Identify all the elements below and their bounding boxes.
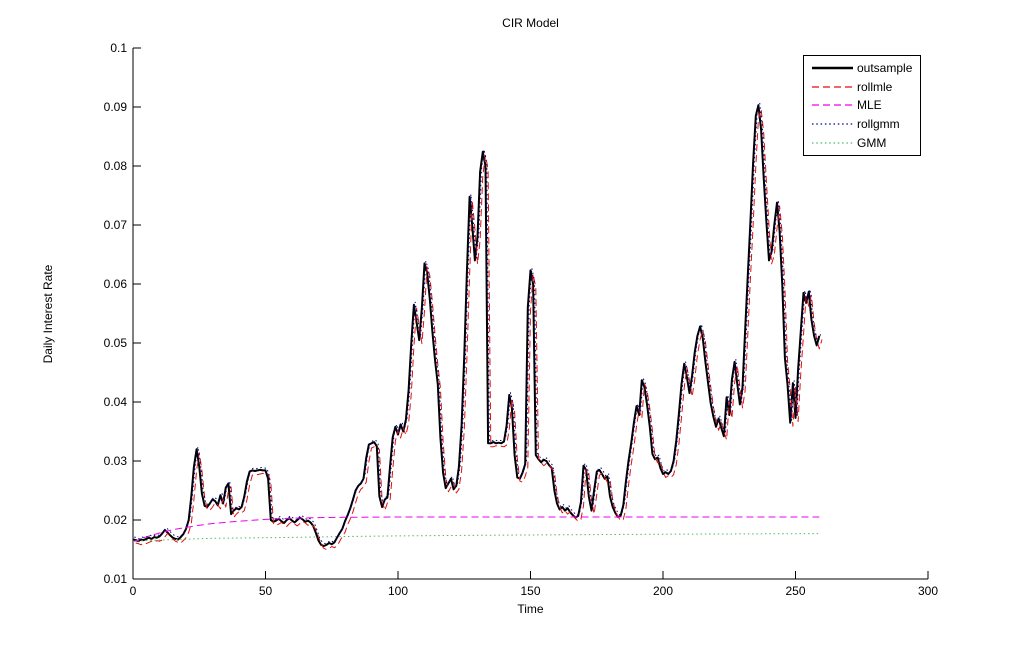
x-tick-label: 200 [653,584,673,598]
y-tick-label: 0.02 [104,513,128,527]
y-tick-label: 0.05 [104,336,128,350]
series-rollgmm-line [134,102,822,545]
legend-line-sample-outsample [812,67,853,70]
series-GMM-line [132,533,820,542]
legend-label-rollgmm: rollgmm [857,117,900,132]
x-tick-label: 100 [388,584,408,598]
x-tick-label: 50 [259,584,273,598]
legend-item-outsample: outsample [811,59,920,77]
series-MLE-line [132,516,820,543]
legend-item-MLE: MLE [811,96,920,114]
legend-label-outsample: outsample [857,61,913,76]
y-tick-label: 0.07 [104,218,128,232]
y-tick-label: 0.01 [104,572,128,586]
y-tick-label: 0.08 [104,159,128,173]
legend-line-sample-rollgmm [812,123,853,125]
legend-item-rollgmm: rollgmm [811,115,920,133]
chart-title: CIR Model [502,16,559,30]
x-tick-label: 300 [918,584,938,598]
y-tick-label: 0.09 [104,100,128,114]
y-tick-label: 0.06 [104,277,128,291]
legend-label-MLE: MLE [857,98,882,113]
series-rollmle-line [135,108,823,550]
legend-label-GMM: GMM [857,135,887,150]
y-tick-label: 0.1 [110,41,127,55]
y-tick-label: 0.03 [104,454,128,468]
series-outsample-line [132,104,821,547]
legend-line-sample-GMM [812,142,853,144]
legend-label-rollmle: rollmle [857,79,893,94]
y-tick-label: 0.04 [104,395,128,409]
legend-line-sample-rollmle [812,86,853,88]
x-tick-label: 250 [785,584,805,598]
legend-item-GMM: GMM [811,134,920,152]
x-axis-label: Time [517,602,544,616]
x-tick-label: 150 [520,584,540,598]
x-tick-label: 0 [130,584,137,598]
legend-line-sample-MLE [812,104,853,107]
legend: outsample rollmle MLE rollgmm GMM [803,55,921,156]
legend-item-rollmle: rollmle [811,78,920,96]
